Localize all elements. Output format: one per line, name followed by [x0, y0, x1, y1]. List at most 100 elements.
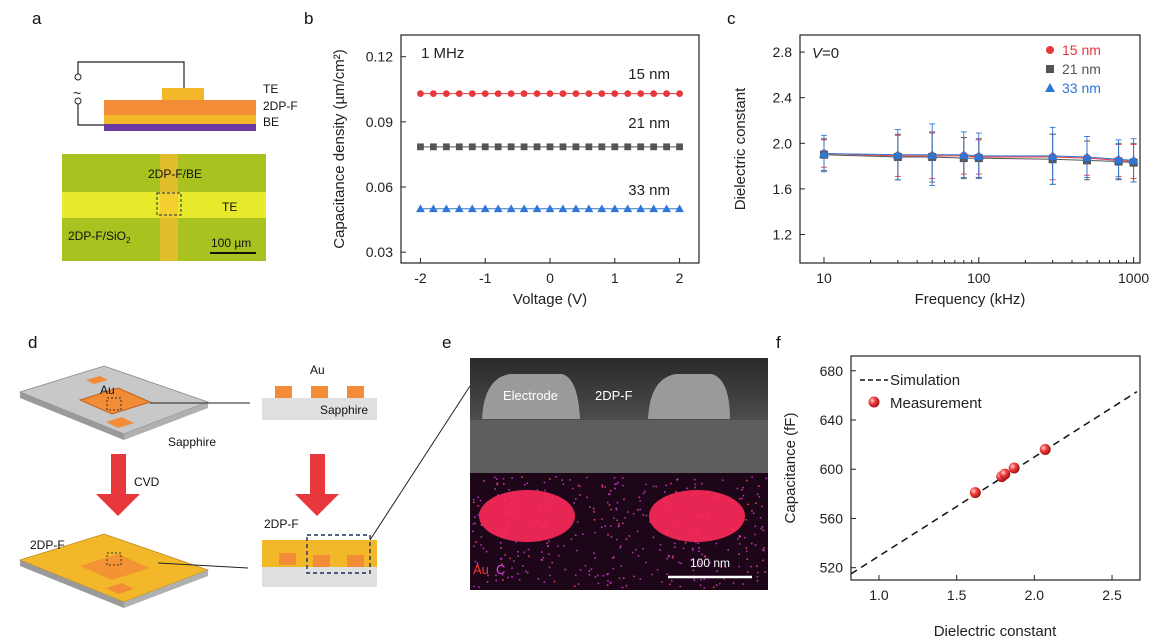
eds-pixel	[501, 563, 503, 565]
eds-pixel	[611, 557, 614, 559]
x-tick-label: 1	[611, 270, 619, 286]
eds-pixel	[472, 530, 474, 533]
data-point	[572, 90, 580, 98]
eds-pixel	[511, 567, 513, 570]
eds-pixel	[696, 565, 699, 567]
data-point	[624, 143, 632, 151]
measurement-point	[999, 468, 1011, 480]
data-point	[454, 204, 464, 213]
y-tick-label: 2.0	[773, 135, 793, 151]
eds-pixel	[756, 579, 759, 582]
eds-pixel	[609, 525, 612, 527]
data-point	[958, 149, 969, 159]
data-point	[545, 204, 555, 213]
eds-pixel	[613, 477, 616, 479]
eds-pixel	[589, 506, 591, 508]
legend-label: 33 nm	[1062, 80, 1101, 96]
selection-box-top	[106, 397, 122, 411]
data-point	[675, 204, 684, 213]
eds-pixel	[496, 478, 498, 480]
y-tick-label: 0.03	[366, 244, 393, 260]
x-tick-label: 1000	[1118, 270, 1149, 286]
eds-pixel	[619, 545, 622, 547]
au-label-right: Au	[310, 363, 325, 377]
electrode-label: Electrode	[503, 388, 558, 403]
eds-pixel	[472, 522, 475, 525]
eds-pixel	[612, 517, 615, 519]
eds-pixel	[715, 584, 718, 587]
eds-pixel	[614, 487, 616, 490]
eds-pixel	[573, 501, 576, 504]
eds-pixel	[574, 534, 577, 537]
series-label-21nm: 21 nm	[628, 115, 670, 132]
eds-pixel	[757, 571, 759, 574]
eds-pixel	[757, 485, 760, 487]
legend-marker	[1045, 83, 1055, 92]
au-label-left: Au	[100, 383, 115, 397]
eds-pixel	[742, 494, 745, 497]
eds-pixel	[724, 566, 727, 568]
eds-pixel	[639, 500, 642, 502]
eds-pixel	[601, 484, 604, 487]
x-tick-label: 2.5	[1102, 587, 1122, 603]
eds-pixel	[542, 556, 545, 559]
eds-pixel	[744, 536, 746, 539]
eds-pixel	[476, 562, 479, 565]
panel-labels: a b c d e f	[28, 9, 781, 352]
eds-pixel	[485, 550, 488, 553]
simulation-line	[850, 391, 1138, 575]
eds-pixel	[736, 487, 739, 490]
eds-pixel	[754, 544, 757, 546]
data-point	[597, 204, 607, 213]
eds-pixel	[474, 560, 477, 563]
eds-pixel	[692, 569, 695, 572]
eds-pixel	[497, 494, 499, 496]
y-tick-label: 680	[820, 363, 844, 379]
eds-pixel	[528, 555, 530, 558]
eds-pixel	[763, 547, 765, 549]
panel-label-f: f	[776, 333, 781, 352]
y-tick-label: 520	[820, 560, 844, 576]
eds-pixel	[570, 538, 573, 540]
au-electrode-pattern	[78, 387, 152, 415]
eds-pixel	[537, 578, 540, 580]
legend-marker	[1046, 46, 1054, 54]
data-point	[559, 90, 567, 98]
legend-simulation-label: Simulation	[890, 372, 960, 389]
sapphire-cross-section-top	[262, 398, 377, 420]
eds-pixel	[475, 541, 477, 543]
eds-pixel	[619, 546, 621, 549]
eds-pixel	[487, 574, 489, 577]
x-tick-label: -1	[479, 270, 492, 286]
data-point	[442, 143, 450, 151]
eds-pixel	[594, 531, 596, 534]
eds-pixel	[582, 533, 584, 535]
eds-pixel	[515, 541, 517, 543]
eds-pixel	[617, 522, 620, 525]
eds-pixel	[584, 564, 587, 567]
eds-pixel	[698, 547, 701, 549]
eds-pixel	[548, 540, 550, 543]
eds-pixel	[631, 551, 634, 554]
eds-pixel	[669, 583, 671, 586]
eds-pixel	[649, 520, 651, 523]
eds-pixel	[496, 482, 499, 485]
eds-pixel	[615, 508, 618, 511]
eds-pixel	[756, 493, 759, 496]
eds-pixel	[639, 508, 642, 511]
eds-pixel	[617, 481, 619, 484]
eds-pixel	[703, 578, 706, 581]
eds-pixel	[666, 557, 668, 560]
panel-b-annotation: 1 MHz	[421, 45, 464, 62]
eds-pixel	[618, 525, 620, 528]
eds-pixel	[750, 542, 753, 545]
eds-pixel	[738, 535, 740, 537]
micro-label-film-be: 2DP-F/BE	[148, 167, 202, 181]
eds-pixel	[511, 477, 513, 480]
eds-pixel	[747, 503, 749, 506]
x-tick-label: 0	[546, 270, 554, 286]
eds-pixel	[763, 549, 765, 552]
eds-pixel	[548, 566, 551, 569]
panel-c-annotation: V=0	[812, 45, 839, 62]
panel-f-xlabel: Dielectric constant	[934, 623, 1057, 640]
